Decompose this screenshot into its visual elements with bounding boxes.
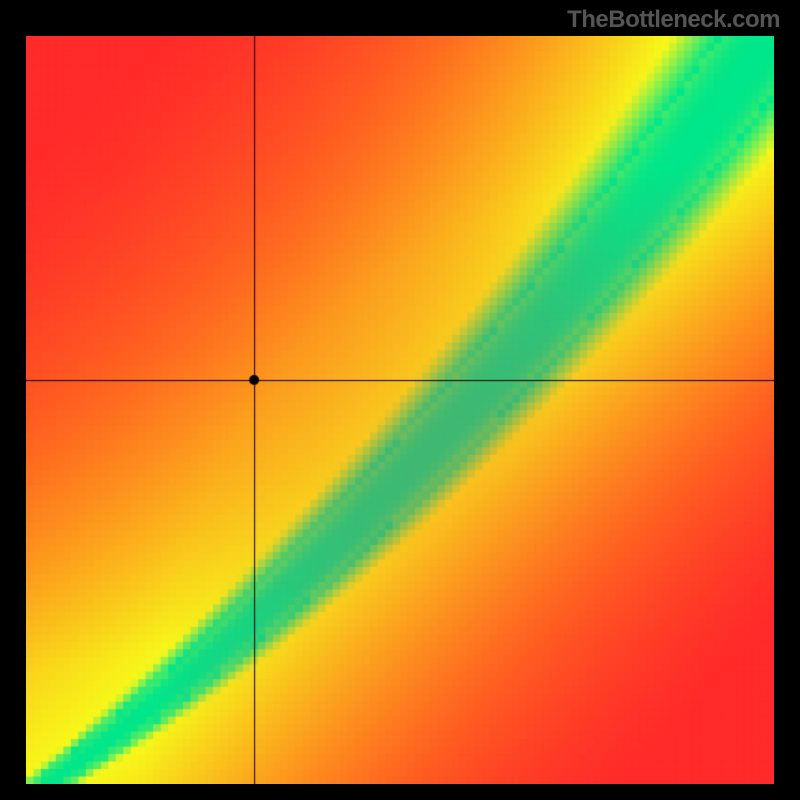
watermark-text: TheBottleneck.com (567, 6, 780, 34)
heatmap-canvas (26, 36, 774, 784)
chart-container: TheBottleneck.com (0, 0, 800, 800)
